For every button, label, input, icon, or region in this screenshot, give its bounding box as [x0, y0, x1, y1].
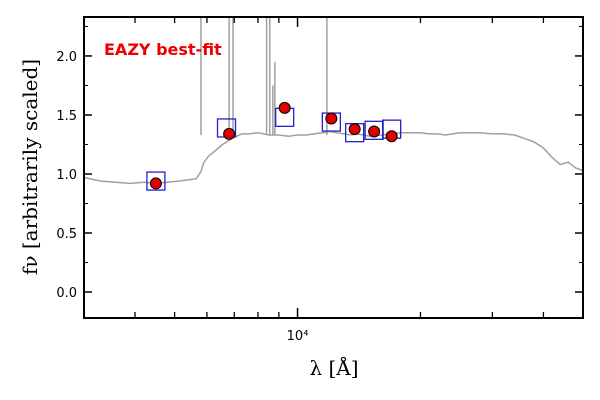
- annotation-eazy-best-fit: EAZY best-fit: [104, 40, 222, 59]
- y-tick-label: 1.0: [56, 168, 77, 183]
- y-tick-label: 1.5: [56, 109, 77, 124]
- observed-flux-point: [278, 101, 291, 114]
- x-tick-label: 10⁴: [287, 329, 309, 344]
- x-axis-label: λ [Å]: [309, 355, 358, 380]
- axis-ticks: 0.0 0.5 1.0 1.5 2.0 10⁴: [56, 17, 583, 344]
- model-flux-square: [146, 171, 166, 191]
- y-tick-label: 2.0: [56, 50, 77, 65]
- template-spectrum-line: [83, 130, 584, 185]
- observed-flux-point: [385, 130, 398, 143]
- observed-flux-point: [149, 177, 162, 190]
- plot-frame: [83, 16, 584, 319]
- y-tick-label: 0.5: [56, 227, 77, 242]
- observed-flux-point: [223, 127, 236, 140]
- observed-flux-point: [348, 123, 361, 136]
- observed-flux-point: [368, 125, 381, 138]
- observed-flux-point: [325, 112, 338, 125]
- plot-area: [83, 17, 584, 191]
- y-axis-label: fν [arbitrarily scaled]: [18, 59, 42, 275]
- y-tick-label: 0.0: [56, 286, 77, 301]
